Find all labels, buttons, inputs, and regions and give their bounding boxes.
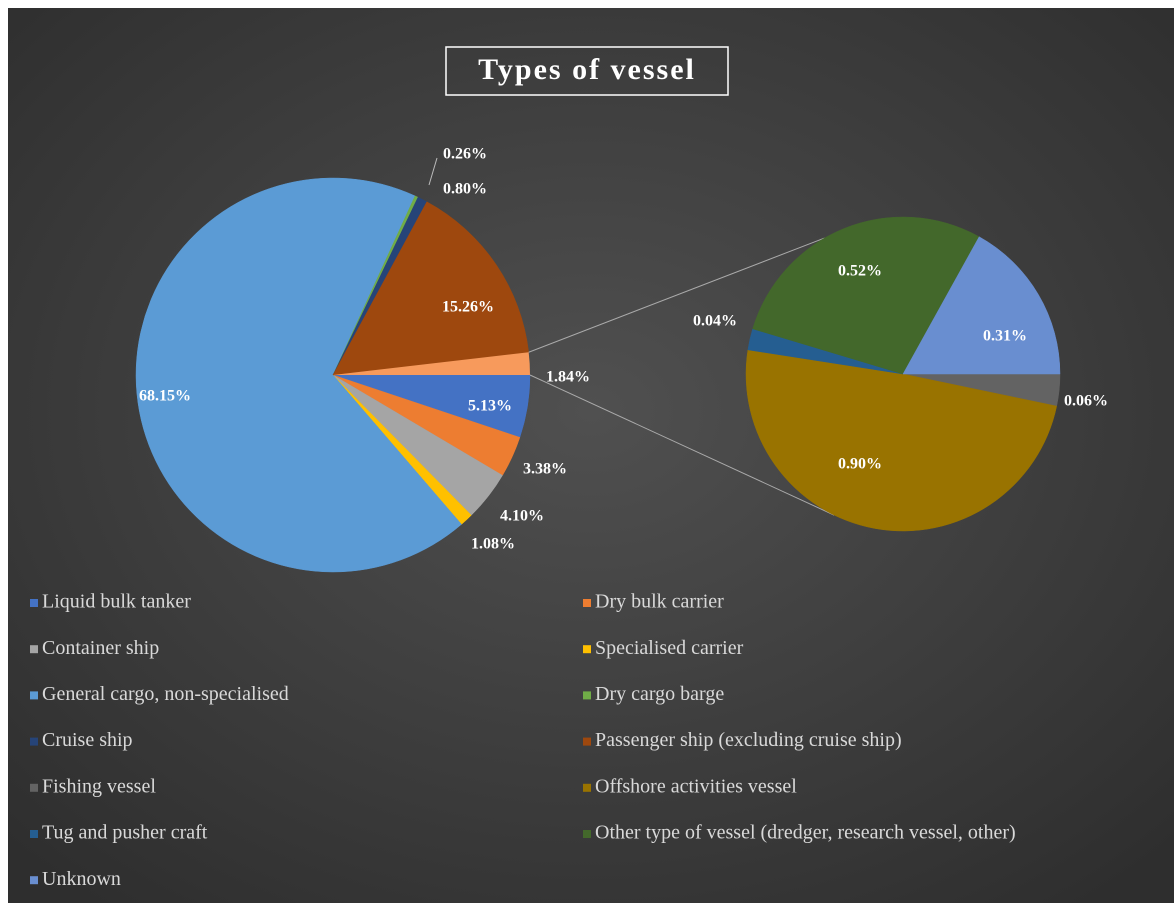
legend-label: Unknown [42, 868, 121, 890]
data-label: 68.15% [139, 388, 191, 405]
legend-label: Container ship [42, 637, 159, 659]
legend-swatch [30, 599, 38, 607]
data-label: 0.80% [443, 181, 487, 198]
data-label: 1.08% [471, 536, 515, 553]
data-label: 0.04% [693, 313, 737, 330]
legend-swatch [30, 876, 38, 885]
connector-line [529, 374, 835, 516]
pie-slice [745, 349, 1057, 532]
chart-title: Types of vessel [478, 53, 696, 86]
legend-swatch [30, 737, 38, 746]
legend-swatch [583, 783, 591, 792]
legend-swatch [583, 645, 591, 654]
data-label: 15.26% [442, 299, 494, 316]
legend-label: Liquid bulk tanker [42, 591, 191, 613]
title-box [445, 46, 729, 96]
pie-slice-other [333, 352, 530, 375]
connector-line [528, 237, 825, 353]
data-label: 1.84% [546, 369, 590, 386]
legend-label: General cargo, non-specialised [42, 683, 289, 705]
pie-slice [752, 216, 980, 375]
legend-label: Dry bulk carrier [595, 591, 724, 613]
legend-label: Other type of vessel (dredger, research … [595, 822, 1016, 844]
legend-swatch [583, 737, 591, 746]
legend-label: Fishing vessel [42, 775, 156, 797]
pie-slice [332, 201, 529, 376]
leader-line [428, 157, 438, 186]
legend-swatch [583, 830, 591, 838]
legend-label: Offshore activities vessel [595, 775, 797, 797]
data-label: 0.06% [1064, 393, 1108, 410]
pie-slice [902, 236, 1061, 375]
data-label: 5.13% [468, 398, 512, 415]
legend-swatch [30, 830, 38, 838]
legend-label: Passenger ship (excluding cruise ship) [595, 729, 902, 751]
data-label: 0.31% [983, 328, 1027, 345]
legend-swatch [583, 599, 591, 607]
legend-label: Cruise ship [42, 729, 133, 751]
data-label: 0.52% [838, 263, 882, 280]
legend-swatch [30, 691, 38, 700]
legend-swatch [30, 645, 38, 654]
data-label: 4.10% [500, 508, 544, 525]
legend-swatch [30, 783, 38, 792]
legend-swatch [583, 691, 591, 700]
data-label: 0.26% [443, 146, 487, 163]
legend-label: Dry cargo barge [595, 683, 724, 705]
data-label: 3.38% [523, 461, 567, 478]
pie-slice [135, 177, 462, 573]
legend-label: Specialised carrier [595, 637, 744, 659]
data-label: 0.90% [838, 456, 882, 473]
legend-label: Tug and pusher craft [42, 822, 208, 844]
